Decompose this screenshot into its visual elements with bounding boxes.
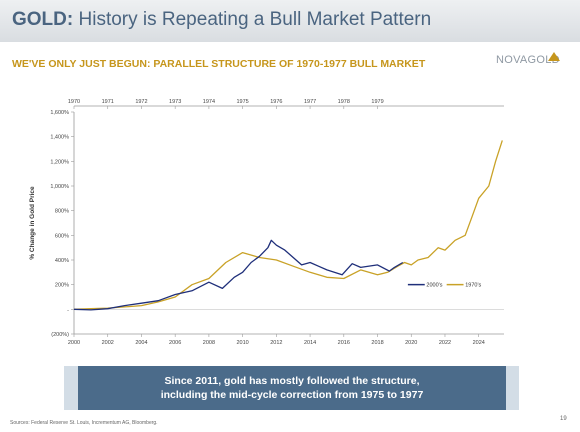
y-tick-label: 200% — [55, 283, 69, 289]
logo-triangle-icon — [548, 52, 560, 61]
x-tick-label: 2014 — [304, 340, 316, 346]
legend-label-2000s: 2000's — [426, 283, 442, 289]
novagold-logo: NOVAGOLD — [496, 52, 564, 72]
y-tick-label: 600% — [55, 233, 69, 239]
sources-note: Sources: Federal Reserve St. Louis, Incr… — [10, 420, 158, 426]
y-tick-label: (200%) — [51, 332, 69, 338]
y-tick-label: 1,600% — [50, 110, 69, 116]
x-tick-label: 2010 — [237, 340, 249, 346]
x-tick-label: 2008 — [203, 340, 215, 346]
x-tick-label: 2006 — [169, 340, 181, 346]
top-tick-label: 1979 — [371, 99, 383, 105]
y-tick-label: 1,400% — [50, 135, 69, 141]
callout-line-2: including the mid-cycle correction from … — [160, 389, 424, 401]
series-line-2000s — [73, 239, 404, 311]
top-tick-label: 1978 — [338, 99, 350, 105]
top-tick-label: 1977 — [304, 99, 316, 105]
series-line-1970s — [73, 140, 503, 310]
gold-chart: (200%) - 200% 400% 600% 800% 1,000% 1,200% 1,400… — [29, 99, 504, 346]
top-tick-label: 1974 — [203, 99, 215, 105]
page-number: 19 — [560, 416, 567, 422]
title-bold: GOLD: — [12, 9, 74, 30]
y-tick-label: 400% — [55, 258, 69, 264]
x-tick-label: 2018 — [371, 340, 383, 346]
x-tick-label: 2022 — [439, 340, 451, 346]
page-title: GOLD: History is Repeating a Bull Market… — [12, 9, 431, 31]
legend-label-1970s: 1970's — [465, 283, 481, 289]
callout-line-1: Since 2011, gold has mostly followed the… — [164, 375, 420, 387]
title-bar: GOLD: History is Repeating a Bull Market… — [0, 0, 580, 42]
top-tick-label: 1973 — [169, 99, 181, 105]
y-tick-label: 1,200% — [50, 159, 69, 165]
logo-text: NOVAGOLD — [496, 54, 560, 66]
title-rest: History is Repeating a Bull Market Patte… — [73, 9, 432, 30]
x-tick-label: 2002 — [102, 340, 114, 346]
x-tick-label: 2012 — [270, 340, 282, 346]
y-axis-label: % Change in Gold Price — [29, 186, 36, 260]
x-tick-label: 2000 — [68, 340, 80, 346]
x-tick-label: 2004 — [135, 340, 147, 346]
y-tick-label: - — [67, 307, 69, 313]
top-tick-label: 1975 — [237, 99, 249, 105]
top-tick-label: 1971 — [102, 99, 114, 105]
y-tick-label: 1,000% — [50, 184, 69, 190]
x-tick-label: 2024 — [473, 340, 485, 346]
x-tick-label: 2020 — [405, 340, 417, 346]
x-tick-label: 2016 — [338, 340, 350, 346]
subtitle: WE'VE ONLY JUST BEGUN: PARALLEL STRUCTUR… — [12, 58, 426, 70]
top-tick-label: 1972 — [135, 99, 147, 105]
callout-box: Since 2011, gold has mostly followed the… — [78, 366, 506, 410]
y-tick-label: 800% — [55, 209, 69, 215]
top-tick-label: 1976 — [270, 99, 282, 105]
top-tick-label: 1970 — [68, 99, 80, 105]
